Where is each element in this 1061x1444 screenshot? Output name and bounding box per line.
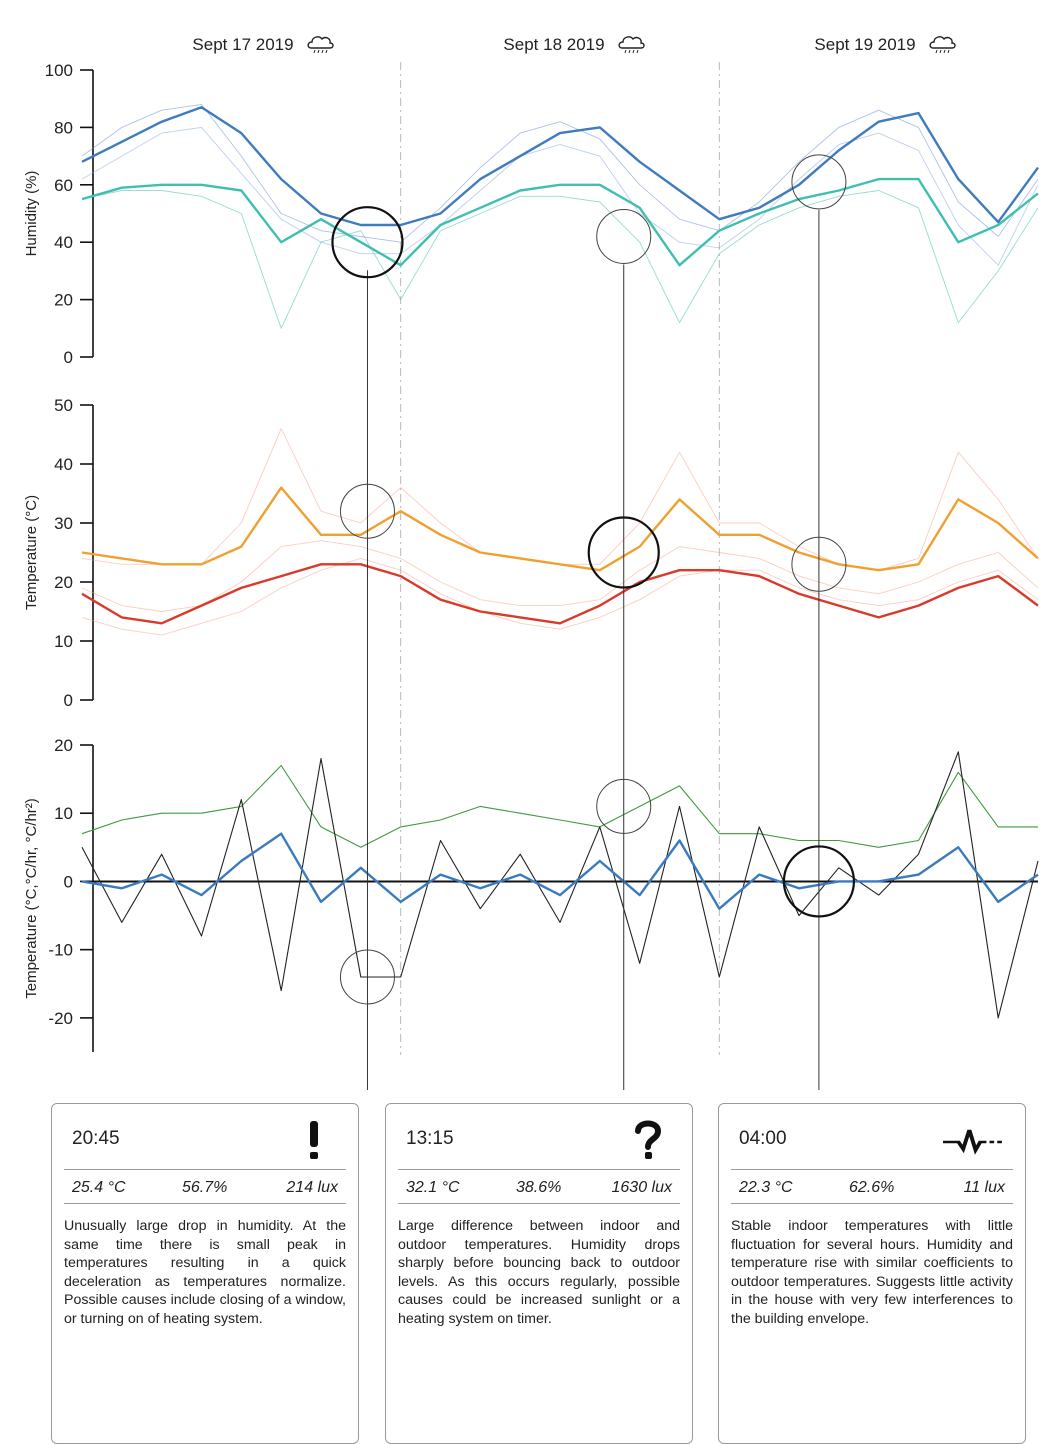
- y-tick-label: 40: [54, 455, 73, 474]
- y-tick-label: 40: [54, 233, 73, 252]
- y-tick-label: 80: [54, 118, 73, 137]
- callout-humidity: 56.7%: [182, 1179, 228, 1196]
- y-axis-title: Temperature (°C,°C/hr, °C/hr²): [23, 798, 40, 999]
- series-line-indoor-main: [81, 486, 1039, 572]
- callout-circle: [791, 154, 847, 210]
- y-tick-label: -10: [48, 941, 73, 960]
- y-tick-label: 0: [64, 348, 73, 367]
- series-line-indoor-temperature: [81, 764, 1038, 848]
- series-line-faint-2: [81, 540, 1039, 612]
- callout-card-1: 20:45 25.4 °C 56.7% 214 lux Unusually la…: [51, 1103, 359, 1444]
- callout-card-header: 04:00: [731, 1104, 1013, 1170]
- y-tick-label: 100: [45, 61, 73, 80]
- series-line-indoor-faint: [81, 190, 1039, 329]
- callout-description: Unusually large drop in humidity. At the…: [64, 1218, 346, 1327]
- derivative-panel: -20 -10 0 10 20 Temperature (°C,°C/hr, °C/hr²…: [23, 736, 1039, 1052]
- day-separators: [400, 62, 720, 1055]
- callout-card-header: 20:45: [64, 1104, 346, 1170]
- callout-circle: [331, 206, 404, 279]
- callout-time: 04:00: [739, 1128, 787, 1149]
- series-line-outdoor-faint-2: [81, 126, 1039, 266]
- question-icon: [635, 1120, 662, 1159]
- date-label: Sept 18 2019: [503, 35, 604, 54]
- callout-light: 214 lux: [286, 1179, 338, 1196]
- series-line-acceleration: [81, 751, 1039, 1019]
- date-row: Sept 17 2019 Sept 18 2019 Sept 19 2019: [192, 35, 956, 54]
- series-line-faint-1: [81, 428, 1039, 571]
- callout-circle: [782, 845, 856, 918]
- callout-light: 1630 lux: [611, 1179, 673, 1196]
- y-tick-label: 10: [54, 804, 73, 823]
- callout-card-header: 13:15: [398, 1104, 680, 1170]
- callout-card-3: 04:00 22.3 °C 62.6% 11 lux Stable indoor…: [718, 1103, 1026, 1444]
- callout-stats: 22.3 °C 62.6% 11 lux: [731, 1170, 1013, 1204]
- humidity-panel: 0 20 40 60 80 100 Humidity (%): [23, 61, 1039, 367]
- callout-stats: 32.1 °C 38.6% 1630 lux: [398, 1170, 680, 1204]
- callout-time: 20:45: [72, 1128, 120, 1149]
- cloud-rain-icon: [307, 36, 334, 54]
- sensor-chart: Sept 17 2019 Sept 18 2019 Sept 19 2019 0 20…: [23, 35, 1039, 1090]
- y-axis-title: Temperature (°C): [23, 495, 40, 610]
- y-tick-label: 60: [54, 176, 73, 195]
- callout-card-2: 13:15 32.1 °C 38.6% 1630 lux Large diffe…: [385, 1103, 693, 1444]
- cloud-rain-icon: [929, 36, 956, 54]
- date-label: Sept 19 2019: [814, 35, 915, 54]
- callout-markers: [331, 154, 856, 1090]
- callout-humidity: 62.6%: [849, 1179, 895, 1196]
- cloud-rain-icon: [618, 36, 645, 54]
- y-tick-label: 50: [54, 396, 73, 415]
- series-line-outdoor-faint: [81, 103, 1039, 243]
- series-line-rate-of-change: [81, 832, 1039, 910]
- callout-circle: [596, 208, 652, 264]
- temperature-panel: 0 10 20 30 40 50 Temperature (°C): [23, 396, 1039, 710]
- callout-description: Stable indoor temperatures with little f…: [731, 1218, 1013, 1327]
- y-tick-label: 20: [54, 736, 73, 755]
- exclamation-icon: [310, 1121, 318, 1159]
- callout-temperature: 22.3 °C: [739, 1179, 793, 1196]
- callout-time: 13:15: [406, 1128, 454, 1149]
- y-tick-label: -20: [48, 1009, 73, 1028]
- callout-circle: [587, 516, 660, 589]
- callout-temperature: 32.1 °C: [406, 1179, 460, 1196]
- series-line-indoor-main: [81, 177, 1039, 267]
- y-axis-title: Humidity (%): [23, 171, 40, 257]
- y-tick-label: 0: [64, 691, 73, 710]
- series-line-outdoor-main: [81, 563, 1039, 625]
- callout-description: Large difference between indoor and outd…: [398, 1218, 680, 1327]
- y-tick-label: 10: [54, 632, 73, 651]
- series-line-faint-3: [81, 557, 1039, 636]
- y-tick-label: 20: [54, 291, 73, 310]
- callout-humidity: 38.6%: [516, 1179, 562, 1196]
- callout-circle: [596, 778, 652, 834]
- callout-light: 11 lux: [963, 1179, 1005, 1196]
- callout-stats: 25.4 °C 56.7% 214 lux: [64, 1170, 346, 1204]
- callout-circle: [339, 949, 395, 1005]
- series-line-outdoor-main: [81, 106, 1039, 227]
- y-tick-label: 30: [54, 514, 73, 533]
- callout-temperature: 25.4 °C: [72, 1179, 126, 1196]
- waveform-icon: [943, 1129, 1005, 1155]
- callout-circle: [339, 483, 395, 539]
- callout-circle: [791, 536, 847, 592]
- y-tick-label: 0: [64, 872, 73, 891]
- date-label: Sept 17 2019: [192, 35, 293, 54]
- y-tick-label: 20: [54, 573, 73, 592]
